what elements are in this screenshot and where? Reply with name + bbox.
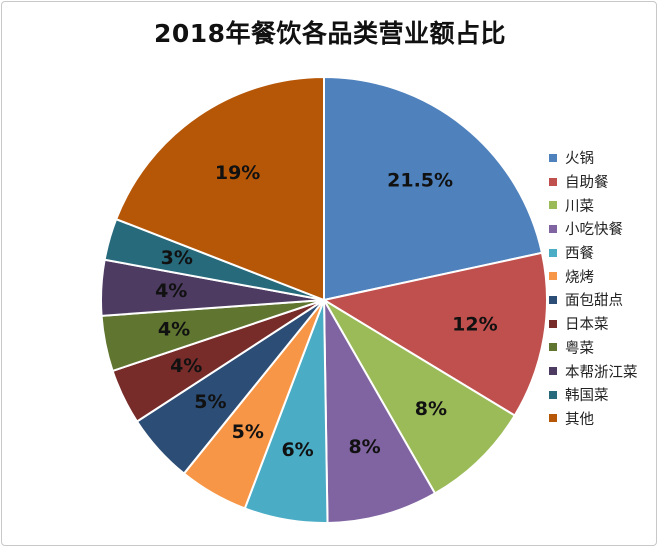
legend-swatch [549, 414, 557, 423]
pie-slice-1 [321, 251, 548, 417]
legend-label: 其他 [565, 411, 594, 428]
data-label-0: 21.5% [387, 169, 453, 191]
legend-item-2: 川菜 [549, 193, 638, 217]
legend-label: 日本菜 [565, 317, 609, 334]
legend-item-0: 火锅 [549, 146, 638, 170]
legend-swatch [549, 295, 557, 304]
data-label-5: 5% [232, 421, 264, 443]
chart-title: 2018年餐饮各品类营业额占比 [153, 19, 507, 48]
legend-item-11: 其他 [549, 407, 638, 431]
legend-swatch [549, 319, 557, 328]
legend-item-8: 粤菜 [549, 336, 638, 360]
legend-label: 自助餐 [565, 175, 609, 192]
legend-swatch [549, 248, 557, 257]
legend-label: 韩国菜 [565, 388, 609, 405]
legend-label: 火锅 [565, 151, 594, 168]
legend-item-5: 烧烤 [549, 264, 638, 288]
legend-item-1: 自助餐 [549, 170, 638, 194]
legend-swatch [549, 367, 557, 376]
data-label-2: 8% [415, 398, 447, 420]
legend-item-3: 小吃快餐 [549, 217, 638, 241]
pie-slice-2 [323, 299, 517, 495]
legend-item-7: 日本菜 [549, 312, 638, 336]
legend-label: 面包甜点 [565, 293, 623, 310]
data-label-10: 3% [161, 247, 193, 269]
pie-slice-3 [323, 299, 437, 524]
legend-swatch [549, 343, 557, 352]
chart-legend: 火锅自助餐川菜小吃快餐西餐烧烤面包甜点日本菜粤菜本帮浙江菜韩国菜其他 [549, 146, 638, 430]
legend-item-10: 韩国菜 [549, 383, 638, 407]
legend-swatch [549, 153, 557, 162]
data-label-4: 6% [281, 439, 313, 461]
legend-item-4: 西餐 [549, 241, 638, 265]
data-label-8: 4% [158, 319, 190, 341]
data-label-1: 12% [452, 314, 497, 336]
data-label-9: 4% [155, 280, 187, 302]
data-label-7: 4% [170, 355, 202, 377]
data-label-3: 8% [348, 436, 380, 458]
legend-label: 粤菜 [565, 340, 594, 357]
pie-slice-0 [323, 75, 544, 302]
legend-swatch [549, 224, 557, 233]
legend-item-6: 面包甜点 [549, 288, 638, 312]
legend-label: 烧烤 [565, 269, 594, 286]
legend-label: 西餐 [565, 246, 594, 263]
legend-swatch [549, 390, 557, 399]
legend-label: 川菜 [565, 198, 594, 215]
legend-swatch [549, 201, 557, 210]
data-label-6: 5% [194, 391, 226, 413]
legend-label: 小吃快餐 [565, 222, 623, 239]
legend-item-9: 本帮浙江菜 [549, 359, 638, 383]
legend-label: 本帮浙江菜 [565, 364, 638, 381]
legend-swatch [549, 272, 557, 281]
pie-slice-11 [114, 75, 325, 302]
legend-swatch [549, 177, 557, 186]
data-label-11: 19% [215, 162, 260, 184]
